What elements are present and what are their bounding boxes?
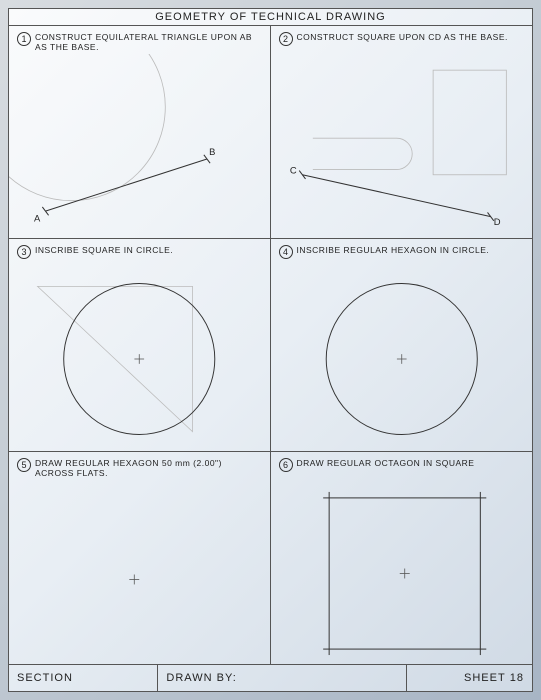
cell-number-6: 6 — [279, 458, 293, 472]
label-B: B — [209, 147, 215, 157]
cell-number-4: 4 — [279, 245, 293, 259]
cell-instr-6: DRAW REGULAR OCTAGON IN SQUARE — [297, 458, 475, 468]
cell-4: 4 INSCRIBE REGULAR HEXAGON IN CIRCLE. — [271, 239, 533, 452]
cell-6-drawing — [271, 480, 533, 664]
page-title: GEOMETRY OF TECHNICAL DRAWING — [9, 9, 532, 26]
label-A: A — [34, 214, 41, 224]
sheet-number-field: SHEET 18 — [407, 665, 532, 691]
cell-5: 5 DRAW REGULAR HEXAGON 50 mm (2.00") ACR… — [9, 452, 271, 665]
cell-instr-1: CONSTRUCT EQUILATERAL TRIANGLE UPON AB A… — [35, 32, 262, 52]
cell-1: 1 CONSTRUCT EQUILATERAL TRIANGLE UPON AB… — [9, 26, 271, 239]
drawn-by-field: DRAWN BY: — [158, 665, 407, 691]
cell-number-2: 2 — [279, 32, 293, 46]
cell-2: 2 CONSTRUCT SQUARE UPON CD AS THE BASE. … — [271, 26, 533, 239]
cell-5-drawing — [9, 480, 270, 664]
cell-2-drawing: C D — [271, 54, 533, 238]
label-D: D — [493, 216, 500, 227]
worksheet-sheet: GEOMETRY OF TECHNICAL DRAWING 1 CONSTRUC… — [8, 8, 533, 692]
cell-1-drawing: A B — [9, 54, 270, 238]
sheet-label: SHEET — [464, 672, 506, 684]
cell-instr-5: DRAW REGULAR HEXAGON 50 mm (2.00") ACROS… — [35, 458, 262, 478]
cell-3-drawing — [9, 267, 270, 451]
cell-instr-4: INSCRIBE REGULAR HEXAGON IN CIRCLE. — [297, 245, 490, 255]
title-block: SECTION DRAWN BY: SHEET 18 — [9, 665, 532, 691]
exercise-grid: 1 CONSTRUCT EQUILATERAL TRIANGLE UPON AB… — [9, 26, 532, 665]
label-C: C — [289, 165, 296, 176]
section-field: SECTION — [9, 665, 158, 691]
cell-number-1: 1 — [17, 32, 31, 46]
cell-instr-2: CONSTRUCT SQUARE UPON CD AS THE BASE. — [297, 32, 508, 42]
cell-number-5: 5 — [17, 458, 31, 472]
cell-6: 6 DRAW REGULAR OCTAGON IN SQUARE — [271, 452, 533, 665]
cell-3: 3 INSCRIBE SQUARE IN CIRCLE. — [9, 239, 271, 452]
cell-instr-3: INSCRIBE SQUARE IN CIRCLE. — [35, 245, 173, 255]
cell-number-3: 3 — [17, 245, 31, 259]
sheet-num: 18 — [510, 672, 524, 684]
cell-4-drawing — [271, 267, 533, 451]
